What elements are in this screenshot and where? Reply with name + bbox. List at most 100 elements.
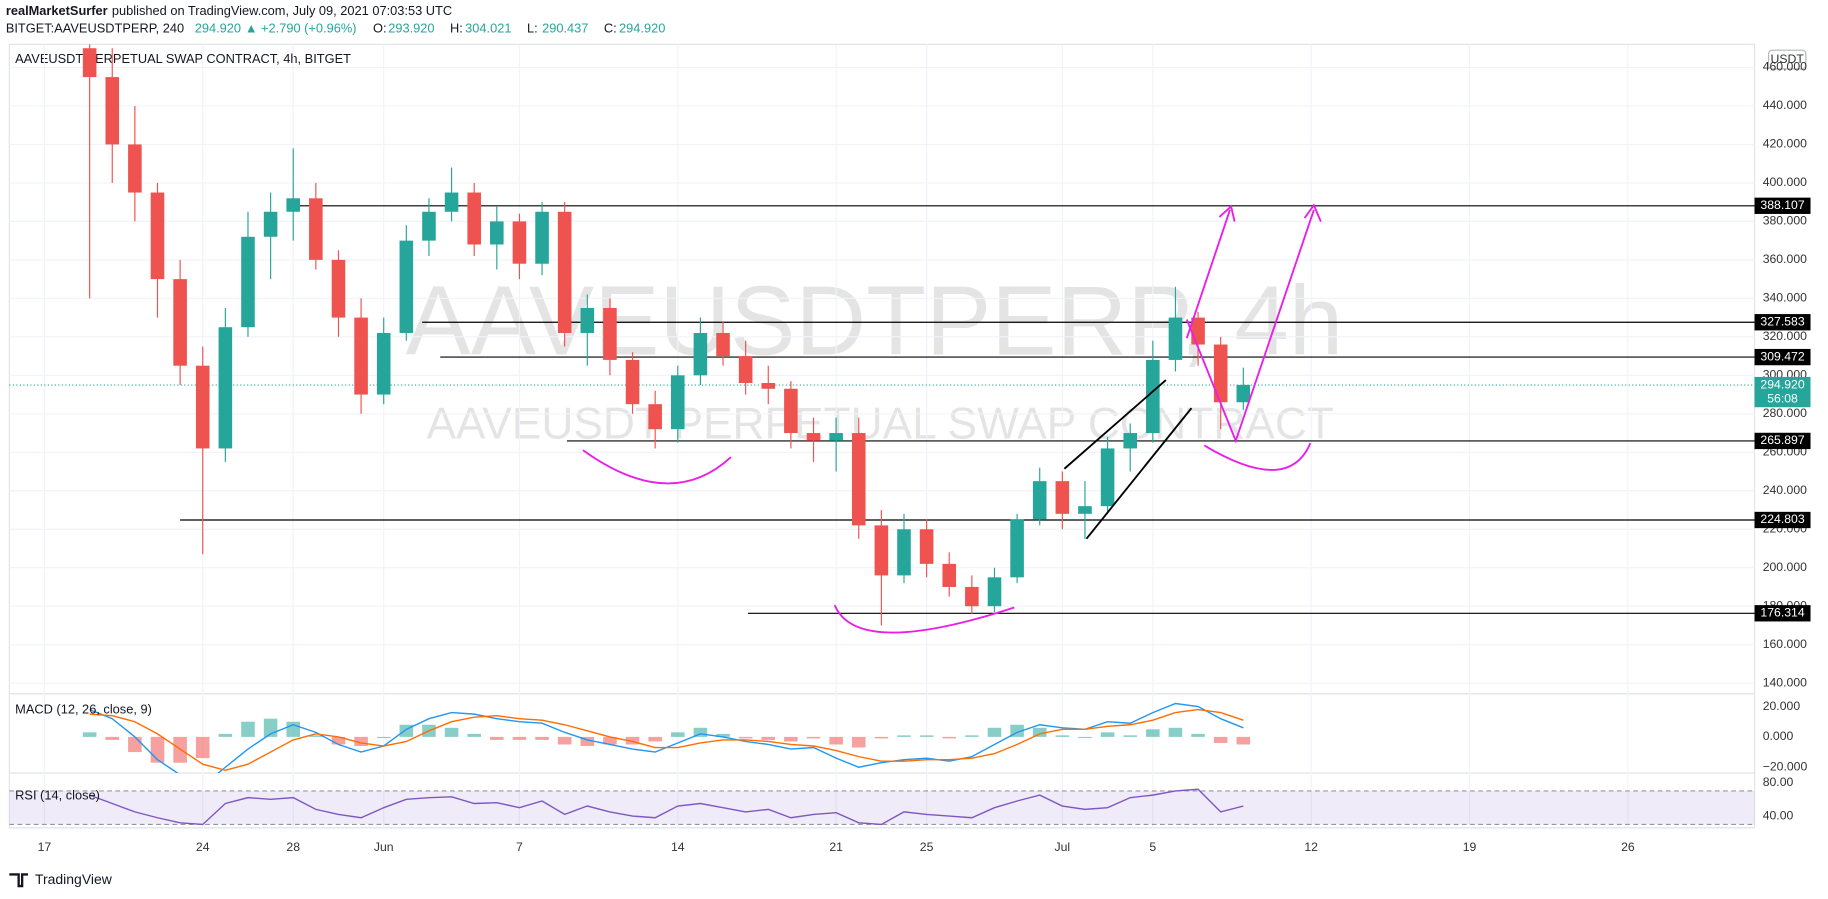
macd-histogram bbox=[286, 721, 301, 737]
wedge-line bbox=[1085, 407, 1193, 540]
candle-body bbox=[1055, 481, 1070, 514]
level-label: 327.583 bbox=[1760, 314, 1804, 328]
macd-tick-label: 0.000 bbox=[1763, 729, 1794, 743]
x-tick-label: 7 bbox=[516, 840, 523, 854]
candle-body bbox=[987, 577, 1002, 607]
candle-body bbox=[309, 198, 323, 260]
currency: USDT bbox=[1771, 52, 1805, 66]
candle-body bbox=[399, 240, 414, 333]
candle-body bbox=[1032, 481, 1047, 520]
macd-histogram bbox=[784, 736, 798, 742]
macd-histogram bbox=[603, 736, 617, 745]
candle-body bbox=[512, 221, 527, 264]
candle-body bbox=[874, 525, 889, 576]
y-tick-label: 140.000 bbox=[1763, 675, 1807, 689]
candle-body bbox=[1213, 344, 1228, 403]
x-tick-label: 24 bbox=[196, 840, 210, 854]
pink-arrowhead bbox=[1303, 203, 1322, 222]
level-label: 388.107 bbox=[1760, 198, 1804, 212]
pink-arrow bbox=[1185, 209, 1231, 339]
macd-histogram bbox=[829, 736, 843, 745]
macd-histogram bbox=[195, 736, 210, 759]
macd-histogram bbox=[1168, 727, 1183, 737]
macd-histogram bbox=[354, 736, 368, 747]
macd-histogram bbox=[1236, 736, 1251, 745]
y-tick-label: 320.000 bbox=[1763, 329, 1807, 343]
candle-body bbox=[670, 375, 685, 430]
macd-histogram bbox=[897, 735, 911, 737]
candle-body bbox=[82, 48, 97, 78]
candle-body bbox=[557, 211, 572, 333]
y-tick-label: 280.000 bbox=[1763, 406, 1807, 420]
macd-histogram bbox=[1146, 729, 1160, 737]
pink-curve bbox=[1203, 442, 1312, 471]
candle-body bbox=[738, 356, 753, 384]
candle-body bbox=[829, 433, 843, 441]
drawings bbox=[582, 203, 1322, 634]
pink-arrowhead bbox=[1218, 204, 1236, 222]
level-label-box bbox=[1754, 432, 1811, 450]
ohlc-value: 294.920 bbox=[619, 21, 665, 36]
macd-histogram bbox=[218, 733, 233, 737]
candle-body bbox=[467, 192, 481, 245]
y-tick-label: 460.000 bbox=[1763, 60, 1807, 74]
macd-histogram bbox=[467, 733, 481, 737]
macd-histogram bbox=[1032, 727, 1047, 737]
candle-body bbox=[1010, 519, 1024, 578]
candle-body bbox=[1078, 506, 1092, 514]
x-tick-label: 26 bbox=[1621, 840, 1635, 854]
macd-histogram bbox=[851, 736, 866, 748]
footer-logo bbox=[9, 873, 28, 888]
macd-histogram bbox=[987, 727, 1002, 737]
candle-body bbox=[1123, 433, 1137, 449]
level-label: 224.803 bbox=[1760, 512, 1804, 526]
wedge-line bbox=[1063, 379, 1167, 470]
pink-arrow bbox=[1185, 209, 1315, 444]
macd-histogram bbox=[309, 735, 323, 737]
macd-histogram bbox=[1078, 736, 1092, 739]
y-tick-label: 240.000 bbox=[1763, 483, 1807, 497]
candle-body bbox=[490, 221, 504, 245]
pink-curve bbox=[833, 604, 1015, 634]
candle-body bbox=[444, 192, 459, 212]
candle-body bbox=[965, 586, 979, 607]
currency-box bbox=[1767, 49, 1807, 70]
ohlc: O: 293.920 H: 304.021 L: 290.437 C: 294.920 bbox=[373, 21, 665, 36]
y-tick-label: 160.000 bbox=[1763, 637, 1807, 651]
macd-histogram bbox=[716, 733, 730, 737]
candle-body bbox=[603, 307, 617, 360]
y-tick-label: 440.000 bbox=[1763, 98, 1807, 112]
rsi-line bbox=[89, 788, 1244, 826]
macd-histogram bbox=[557, 736, 572, 745]
level-label-box bbox=[1754, 348, 1811, 366]
x-tick-label: Jun bbox=[374, 840, 394, 854]
macd-histogram bbox=[241, 721, 255, 737]
x-tick-label: 12 bbox=[1304, 840, 1318, 854]
macd-histogram bbox=[874, 736, 889, 739]
macd-histogram bbox=[512, 736, 527, 740]
rsi-tick-label: 40.00 bbox=[1763, 808, 1794, 822]
candle-body bbox=[806, 433, 821, 441]
macd-histogram bbox=[128, 736, 142, 753]
candle-body bbox=[105, 77, 120, 145]
candle-body bbox=[919, 529, 934, 564]
candle-body bbox=[580, 307, 595, 333]
change: ▲ +2.790 (+0.96%) bbox=[245, 21, 357, 36]
macd-histogram bbox=[1100, 732, 1115, 737]
candle-body bbox=[1168, 317, 1183, 360]
candle-body bbox=[173, 279, 187, 366]
footer-brand: TradingView bbox=[35, 871, 113, 887]
candle-body bbox=[535, 211, 549, 264]
level-label-box bbox=[1754, 197, 1811, 214]
symbol: BITGET:AAVEUSDTPERP, 240 bbox=[6, 21, 184, 36]
candle-body bbox=[897, 529, 911, 576]
macd-histogram bbox=[738, 736, 753, 739]
countdown: 56:08 bbox=[1767, 391, 1798, 405]
macd-histogram bbox=[806, 736, 821, 739]
signal-line bbox=[89, 708, 1244, 772]
rsi-tick-label: 80.00 bbox=[1763, 775, 1794, 789]
level-label: 265.897 bbox=[1760, 433, 1804, 447]
ohlc-value: 290.437 bbox=[542, 21, 588, 36]
